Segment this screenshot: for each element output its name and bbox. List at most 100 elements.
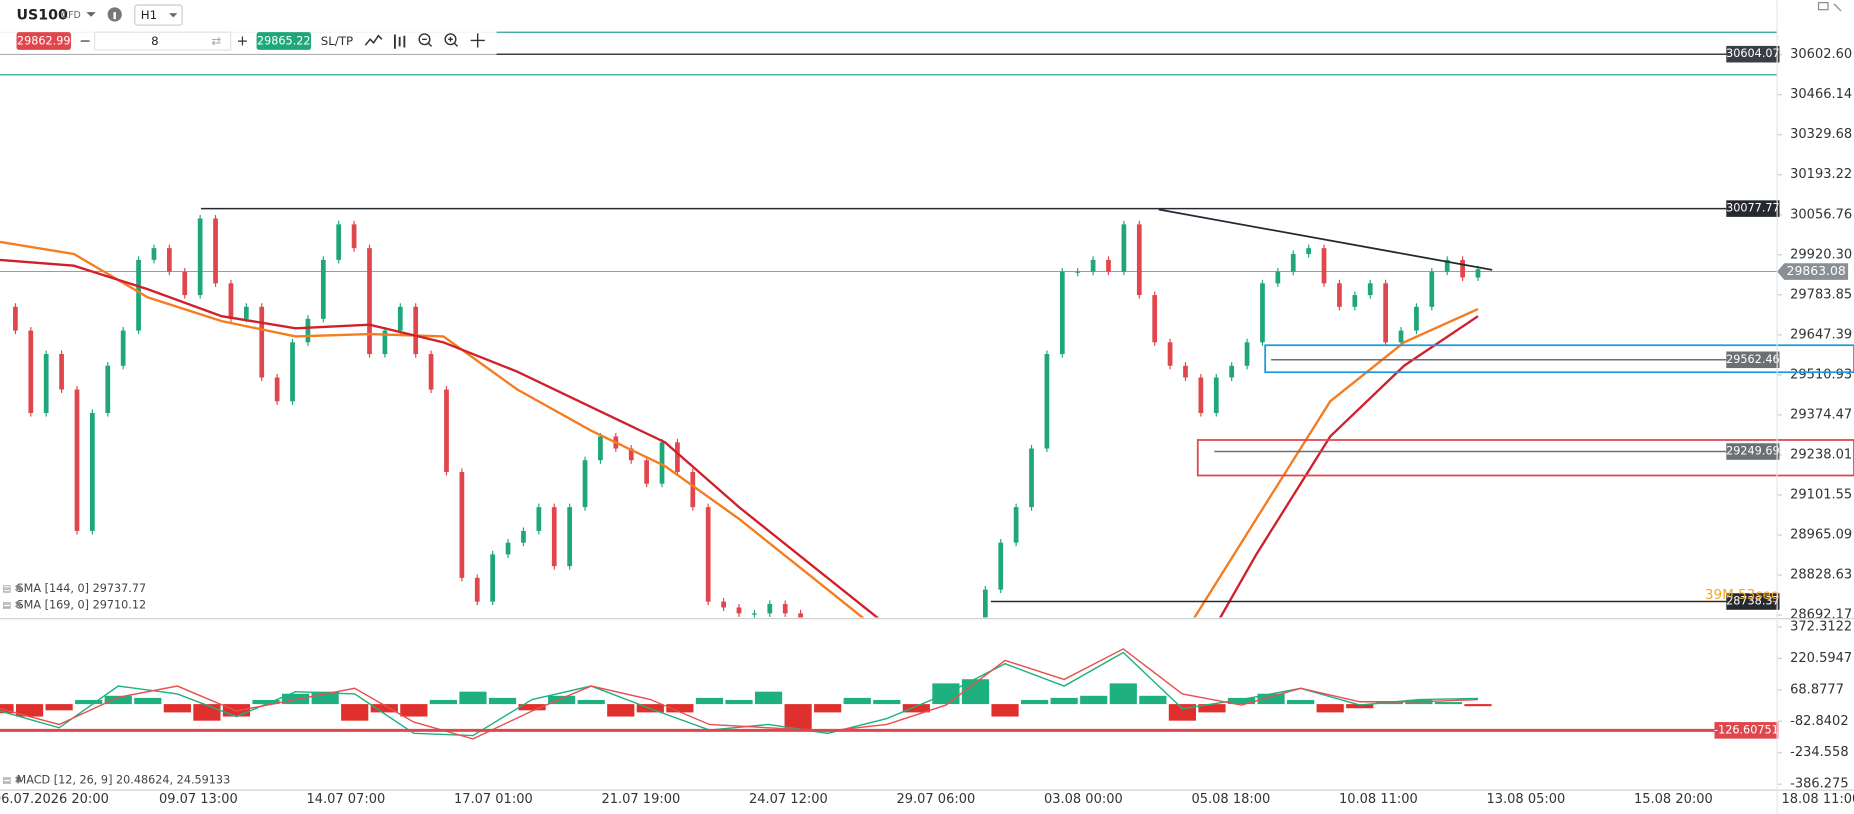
macd-level-label: -126.60751: [1714, 723, 1779, 736]
sell-price: 29862.99: [17, 35, 71, 48]
candle-body: [182, 271, 188, 296]
macd-histogram-bar: [754, 691, 783, 705]
zoom-out-icon[interactable]: [418, 33, 431, 46]
x-tick-label: 18.08 11:00: [1781, 792, 1854, 807]
candle-body: [968, 625, 973, 637]
candle-body: [105, 365, 111, 414]
candle-body: [721, 601, 726, 608]
macd-tick-label: -386.275: [1790, 777, 1848, 792]
window-restore[interactable]: [1817, 2, 1829, 11]
macd-histogram-bar: [1346, 704, 1374, 709]
sma-line: [0, 240, 1479, 618]
candle-body: [998, 542, 1004, 590]
candle-body: [120, 330, 126, 366]
legend-icon: ▤ ✖: [2, 584, 22, 595]
info-glyph: [113, 12, 116, 20]
candle-body: [1414, 306, 1419, 331]
candle-body: [798, 613, 803, 618]
candle-body: [1460, 259, 1465, 278]
candle-body: [875, 708, 880, 709]
candle-body: [1244, 342, 1250, 366]
macd-histogram-bar: [75, 699, 103, 705]
candle-body: [582, 460, 588, 508]
candle-body: [1136, 224, 1142, 296]
toolbar: US100 CFD H1 29862.99 − 8 ⇄ + 29865.22 S…: [0, 0, 497, 55]
zoom-in-icon[interactable]: [444, 33, 457, 46]
macd-histogram-bar: [1375, 702, 1403, 705]
macd-histogram-bar: [370, 704, 398, 713]
macd-histogram-bar: [45, 704, 73, 711]
toolbar-bg: [0, 0, 497, 55]
macd-histogram-bar: [0, 704, 14, 714]
macd-tick-label: 372.3122: [1790, 619, 1852, 634]
candle-body: [1306, 248, 1312, 255]
level-label: 30604.07: [1726, 47, 1780, 60]
candle-body: [459, 471, 465, 578]
symbol[interactable]: US100: [17, 8, 68, 24]
candle-body: [397, 306, 403, 331]
macd-histogram-bar: [1050, 697, 1078, 705]
macd-histogram-bar: [902, 704, 930, 713]
macd-histogram-bar: [1227, 697, 1256, 705]
x-tick-label: 14.07 07:00: [306, 792, 385, 807]
current-price-label: 29863.08: [1787, 263, 1846, 278]
candle-body: [628, 448, 634, 461]
y-tick-label: 30329.68: [1790, 127, 1852, 142]
candle-body: [1075, 271, 1081, 273]
candle-body: [1229, 365, 1235, 378]
chart-type-icon[interactable]: [364, 34, 383, 46]
macd-histogram-bar: [607, 704, 635, 717]
candle-body: [1260, 283, 1265, 343]
level-tag: [1726, 200, 1780, 217]
macd-histogram-bar: [1464, 704, 1492, 707]
macd-histogram-bar: [814, 704, 842, 713]
candle-body: [43, 354, 49, 414]
quantity-input[interactable]: [94, 31, 232, 51]
window-close[interactable]: [1833, 3, 1842, 12]
sell-button[interactable]: [16, 32, 71, 50]
sma-legend: SMA [144, 0] 29737.77: [17, 582, 147, 595]
candle-body: [906, 684, 911, 696]
macd-histogram-bar: [695, 697, 724, 705]
candle-body: [1198, 377, 1204, 414]
buy-button[interactable]: [256, 32, 311, 50]
y-tick-label: 29647.39: [1790, 327, 1852, 342]
macd-histogram-bar: [1080, 695, 1108, 705]
timeframe: H1: [141, 8, 157, 22]
timeframe-arrow: [169, 13, 178, 18]
macd-histogram-bar: [518, 704, 546, 711]
zoom-out-glyph: [422, 38, 433, 47]
candle-body: [921, 672, 926, 684]
candle-body: [259, 306, 265, 378]
macd-histogram-bar: [1287, 699, 1315, 705]
candle-body: [151, 248, 157, 260]
candle-body: [213, 218, 218, 284]
y-tick-label: 30466.14: [1790, 87, 1852, 102]
minus-button[interactable]: −: [79, 34, 91, 50]
macd-histogram-bar: [1198, 704, 1226, 713]
macd-tick-label: 68.8777: [1790, 682, 1844, 697]
x-tick-label: 24.07 12:00: [749, 792, 828, 807]
macd-line: [0, 651, 1479, 737]
y-tick-label: 28828.63: [1790, 568, 1852, 583]
candle-body: [413, 306, 419, 355]
indicator-icon[interactable]: [393, 34, 406, 49]
symbol-dropdown[interactable]: [86, 12, 96, 17]
x-tick-label: 17.07 01:00: [454, 792, 533, 807]
macd-histogram-bar: [341, 704, 369, 721]
macd-histogram-bar: [459, 691, 487, 705]
candle-body: [952, 637, 957, 661]
plus-button[interactable]: +: [236, 34, 248, 50]
candle-body: [690, 471, 696, 508]
macd-histogram-bar: [134, 697, 162, 705]
buy-price: 29865.22: [257, 35, 311, 48]
swap-icon[interactable]: ⇄: [211, 34, 221, 48]
trend-line: [1158, 208, 1493, 271]
sltp-button[interactable]: SL/TP: [321, 34, 353, 48]
y-tick-label: 29920.30: [1790, 247, 1852, 262]
candle-body: [598, 436, 603, 461]
candle-body: [844, 684, 849, 696]
level-tag: [1726, 45, 1780, 63]
crosshair-icon[interactable]: [470, 33, 485, 48]
timeframe-select[interactable]: [134, 4, 183, 26]
